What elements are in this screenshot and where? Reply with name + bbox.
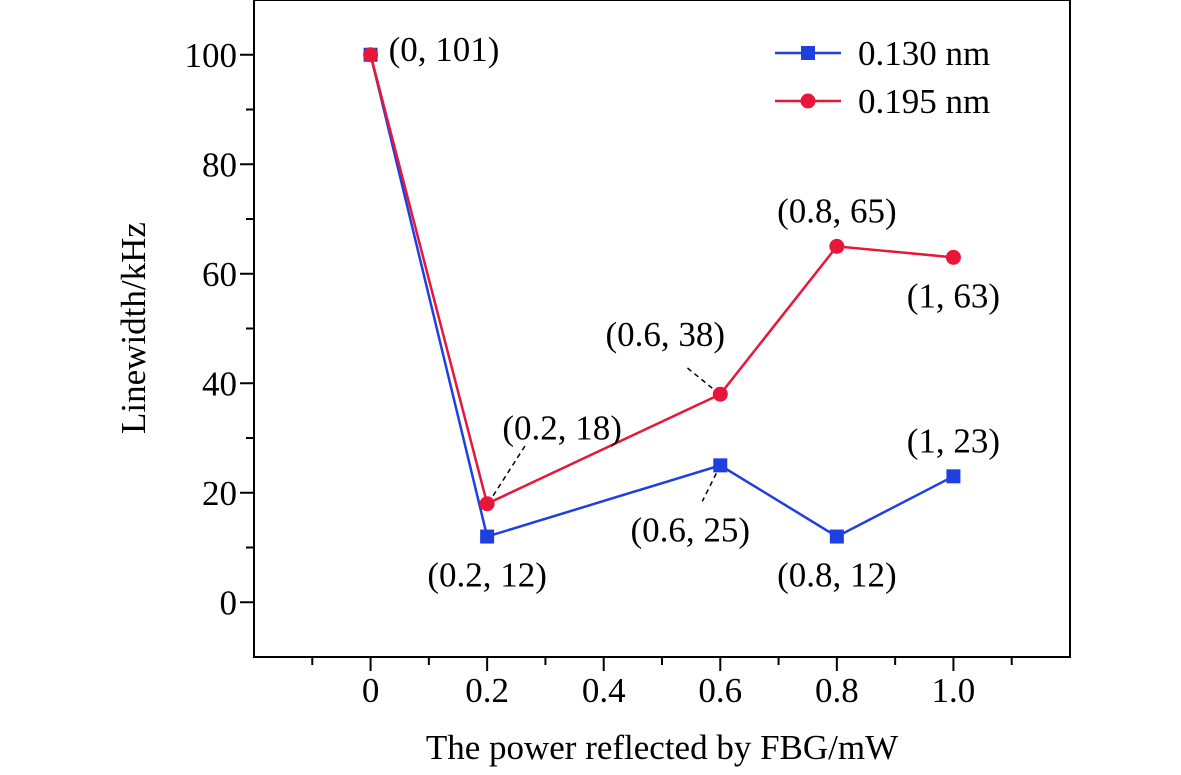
data-point xyxy=(363,47,379,63)
y-tick-label: 100 xyxy=(185,36,238,75)
x-tick-label: 1.0 xyxy=(932,671,976,710)
legend-item: 0.195 nm xyxy=(775,82,990,121)
data-point xyxy=(829,529,844,544)
point-label: (1, 23) xyxy=(907,421,1000,460)
series-2 xyxy=(363,47,961,512)
y-tick-label: 0 xyxy=(220,583,238,622)
legend-marker xyxy=(800,93,816,109)
point-label: (0.8, 65) xyxy=(777,191,897,230)
x-tick-label: 0.8 xyxy=(815,671,859,710)
x-tick-label: 0 xyxy=(362,671,380,710)
point-label: (0.2, 18) xyxy=(502,409,622,448)
y-tick-label: 80 xyxy=(202,145,237,184)
y-tick-label: 40 xyxy=(202,364,237,403)
y-tick-label: 20 xyxy=(202,474,237,513)
legend-label: 0.195 nm xyxy=(858,82,990,121)
legend-item: 0.130 nm xyxy=(775,34,990,73)
legend-label: 0.130 nm xyxy=(858,34,990,73)
series-line xyxy=(369,54,954,506)
y-axis-label: Linewidth/kHz xyxy=(114,222,153,434)
data-point xyxy=(713,458,728,473)
data-point xyxy=(479,496,495,512)
legend: 0.130 nm 0.195 nm xyxy=(775,34,990,121)
y-tick-label: 60 xyxy=(202,255,237,294)
series-1 xyxy=(363,47,961,544)
data-point xyxy=(946,469,961,484)
point-label: (0.6, 25) xyxy=(631,510,751,549)
x-axis-label: The power reflected by FBG/mW xyxy=(426,728,898,767)
legend-marker xyxy=(801,46,815,60)
x-tick-label: 0.4 xyxy=(582,671,626,710)
point-label: (0, 101) xyxy=(389,30,500,69)
annotation-leader xyxy=(492,445,526,497)
point-label: (1, 63) xyxy=(907,276,1000,315)
point-label: (0.8, 12) xyxy=(777,556,897,595)
data-point xyxy=(829,238,845,254)
annotation-layer: (0, 101) (0.2, 18) (0.2, 12) (0.6, 38) (0.6,… xyxy=(389,30,1001,595)
series-layer xyxy=(363,47,961,544)
data-point xyxy=(712,386,728,402)
series-line xyxy=(369,54,955,539)
axis-ticks: 0 0.2 0.4 0.6 0.8 1.0 0 20 40 60 80 100 xyxy=(185,36,1013,710)
data-point xyxy=(480,529,495,544)
data-point xyxy=(945,249,961,265)
point-label: (0.6, 38) xyxy=(606,315,726,354)
x-tick-label: 0.2 xyxy=(465,671,509,710)
x-tick-label: 0.6 xyxy=(698,671,742,710)
annotation-leader xyxy=(701,473,717,502)
annotation-leader xyxy=(684,365,713,389)
point-label: (0.2, 12) xyxy=(427,556,547,595)
